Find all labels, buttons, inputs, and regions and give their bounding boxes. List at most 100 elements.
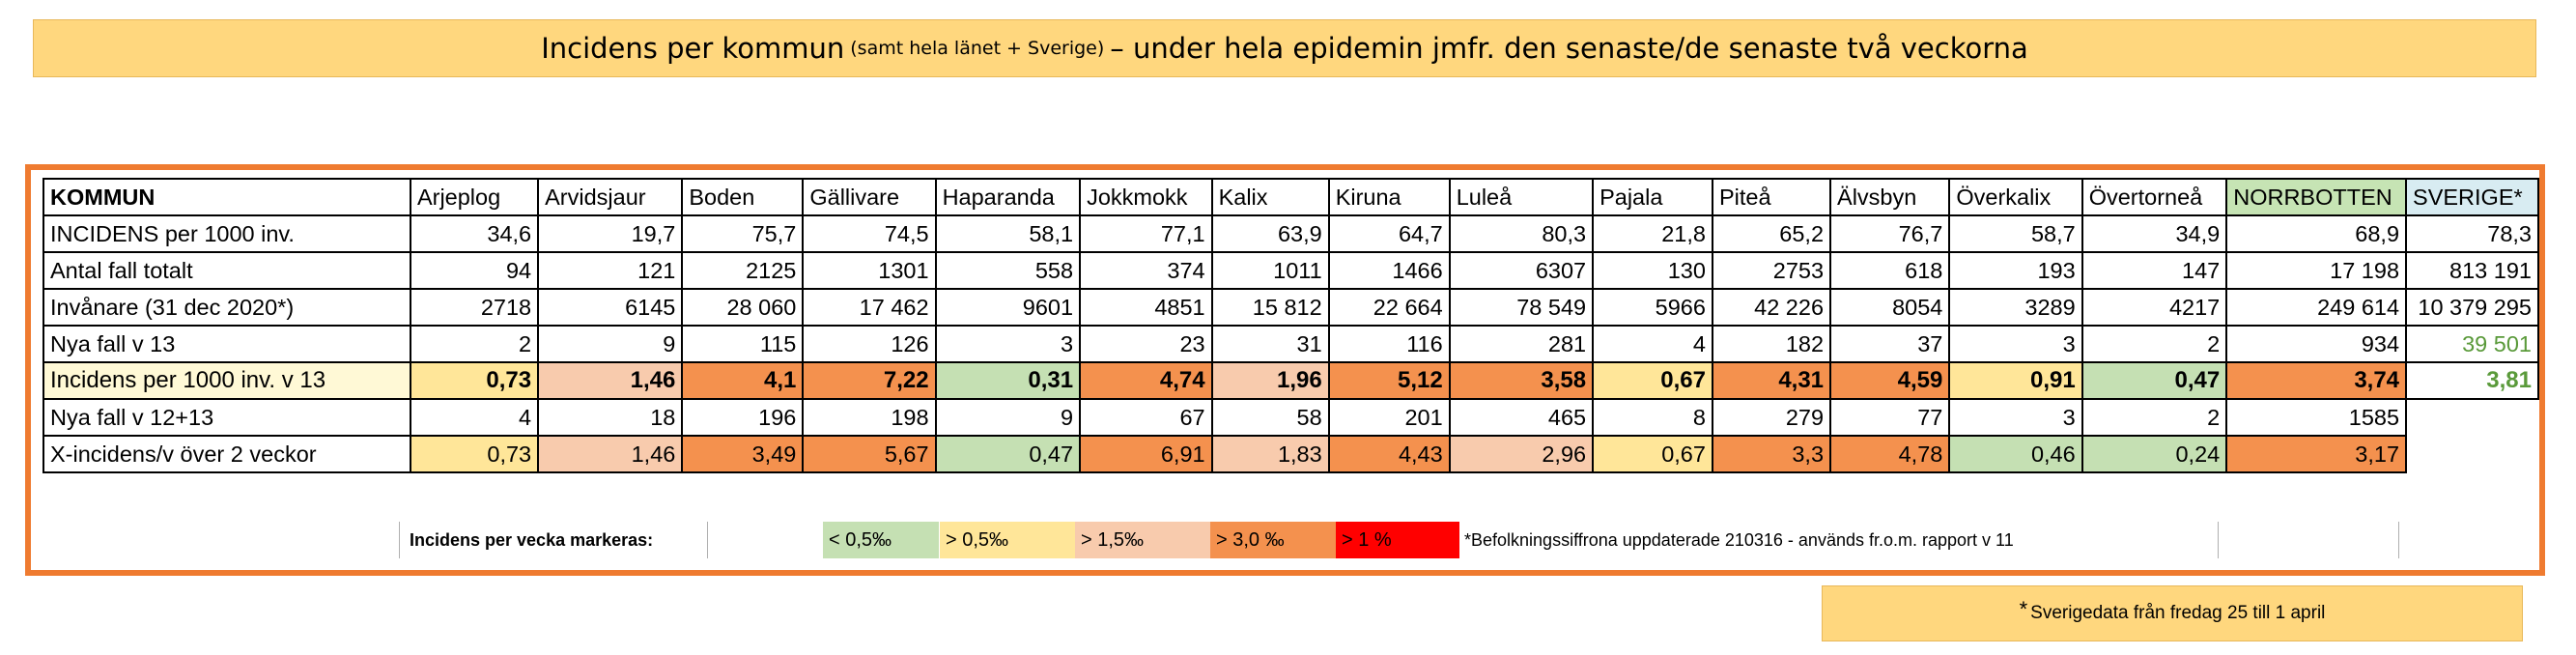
table-cell: 813 191 [2405, 251, 2539, 290]
table-cell: 4,31 [1711, 361, 1832, 400]
table-cell: 2 [2081, 398, 2228, 437]
header-kommun: KOMMUN [42, 178, 411, 216]
legend-label: Incidens per vecka markeras: [410, 530, 654, 550]
header-cell: Boden [681, 178, 805, 216]
table-cell: 42 226 [1711, 288, 1832, 327]
table-cell: 15 812 [1210, 288, 1330, 327]
table-cell: 5,67 [802, 435, 937, 473]
table-cell [2405, 399, 2538, 436]
table-cell: 1,46 [537, 361, 684, 400]
table-cell: 4,43 [1327, 435, 1451, 473]
table-cell: 279 [1711, 398, 1832, 437]
table-cell: 1,83 [1210, 435, 1330, 473]
table-cell: 465 [1448, 398, 1595, 437]
table-cell: 94 [409, 251, 540, 290]
table-cell: 193 [1948, 251, 2083, 290]
table-cell: 9601 [934, 288, 1082, 327]
sverige-note: * Sverigedata från fredag 25 till 1 apri… [1822, 585, 2523, 641]
table-cell: 5,12 [1327, 361, 1451, 400]
table-cell: 0,67 [1592, 361, 1713, 400]
table-cell: 4,1 [681, 361, 805, 400]
table-cell: 8 [1592, 398, 1713, 437]
table-cell: 3 [1948, 398, 2083, 437]
table-cell: 3,49 [681, 435, 805, 473]
table-cell: 130 [1592, 251, 1713, 290]
table-cell: 4,59 [1829, 361, 1951, 400]
table-row: INCIDENS per 1000 inv. 34,6 19,7 75,7 74,5 58… [42, 214, 2539, 253]
table-cell: 182 [1711, 325, 1832, 363]
table-cell: 67 [1079, 398, 1213, 437]
title-banner: Incidens per kommun (samt hela länet + S… [33, 19, 2536, 77]
table-cell: 115 [681, 325, 805, 363]
table-cell: 58,1 [934, 214, 1082, 253]
table-cell: 0,73 [409, 361, 540, 400]
legend-item-lightorange: > 1,5‰ [1075, 522, 1210, 558]
title-small: (samt hela länet + Sverige) [850, 38, 1105, 59]
table-cell: 126 [802, 325, 937, 363]
header-cell: Kiruna [1327, 178, 1451, 216]
table-row: Invånare (31 dec 2020*) 2718 6145 28 060 17 … [42, 288, 2539, 327]
table-cell: 121 [537, 251, 684, 290]
table-header-row: KOMMUN Arjeplog Arvidsjaur Boden Gällivare Ha… [42, 178, 2539, 216]
table-cell: 249 614 [2225, 288, 2408, 327]
table-cell: 196 [681, 398, 805, 437]
table-frame: KOMMUN Arjeplog Arvidsjaur Boden Gällivare Ha… [25, 164, 2545, 576]
table-cell: 23 [1079, 325, 1213, 363]
table-cell: 1585 [2225, 398, 2408, 437]
table-cell: 75,7 [681, 214, 805, 253]
row-label: Invånare (31 dec 2020*) [42, 288, 411, 327]
table-cell: 58 [1210, 398, 1330, 437]
table-cell: 64,7 [1327, 214, 1451, 253]
table-cell: 116 [1327, 325, 1451, 363]
table-cell: 618 [1829, 251, 1951, 290]
table-cell: 17 462 [802, 288, 937, 327]
table-cell: 80,3 [1448, 214, 1595, 253]
header-cell: SVERIGE* [2405, 178, 2539, 216]
table-cell: 3,81 [2405, 361, 2539, 400]
title-main-1: Incidens per kommun [541, 32, 845, 65]
table-cell: 22 664 [1327, 288, 1451, 327]
table-cell: 1301 [802, 251, 937, 290]
table-cell: 6307 [1448, 251, 1595, 290]
table-cell: 3289 [1948, 288, 2083, 327]
table-cell: 3 [934, 325, 1082, 363]
table-cell: 76,7 [1829, 214, 1951, 253]
legend-item-green: < 0,5‰ [823, 522, 939, 558]
table-cell: 147 [2081, 251, 2228, 290]
table-cell: 6145 [537, 288, 684, 327]
table-cell: 3,74 [2225, 361, 2408, 400]
table-cell: 4 [409, 398, 540, 437]
legend-item-orange: > 3,0 ‰ [1210, 522, 1336, 558]
table-cell: 4851 [1079, 288, 1213, 327]
table-cell: 4,74 [1079, 361, 1213, 400]
table-cell: 1011 [1210, 251, 1330, 290]
table-cell: 0,91 [1948, 361, 2083, 400]
table-cell: 281 [1448, 325, 1595, 363]
table-cell: 39 501 [2405, 325, 2539, 363]
header-cell: Älvsbyn [1829, 178, 1951, 216]
table-cell: 2753 [1711, 251, 1832, 290]
table-cell: 2 [2081, 325, 2228, 363]
note-text: Sverigedata från fredag 25 till 1 april [2030, 603, 2326, 623]
row-label: X-incidens/v över 2 veckor [42, 435, 411, 473]
table-row: Antal fall totalt 94 121 2125 1301 558 374 1011… [42, 251, 2539, 290]
header-cell: Pajala [1592, 178, 1713, 216]
table-cell: 0,46 [1948, 435, 2083, 473]
table-cell: 2,96 [1448, 435, 1595, 473]
table-cell: 68,9 [2225, 214, 2408, 253]
table-cell: 7,22 [802, 361, 937, 400]
header-cell: Jokkmokk [1079, 178, 1213, 216]
incidence-table: KOMMUN Arjeplog Arvidsjaur Boden Gällivare Ha… [42, 178, 2539, 473]
table-cell: 2125 [681, 251, 805, 290]
table-cell: 4,78 [1829, 435, 1951, 473]
table-cell [2405, 436, 2538, 472]
row-label: Nya fall v 13 [42, 325, 411, 363]
header-cell: Gällivare [802, 178, 937, 216]
table-row: Nya fall v 12+13 4 18 196 198 9 67 58 201 465 8 279… [42, 398, 2538, 437]
header-cell: Luleå [1448, 178, 1595, 216]
title-main-2: – under hela epidemin jmfr. den senaste/… [1110, 32, 2028, 65]
header-cell: Haparanda [934, 178, 1082, 216]
table-cell: 5966 [1592, 288, 1713, 327]
table-cell: 3 [1948, 325, 2083, 363]
header-cell: Kalix [1210, 178, 1330, 216]
